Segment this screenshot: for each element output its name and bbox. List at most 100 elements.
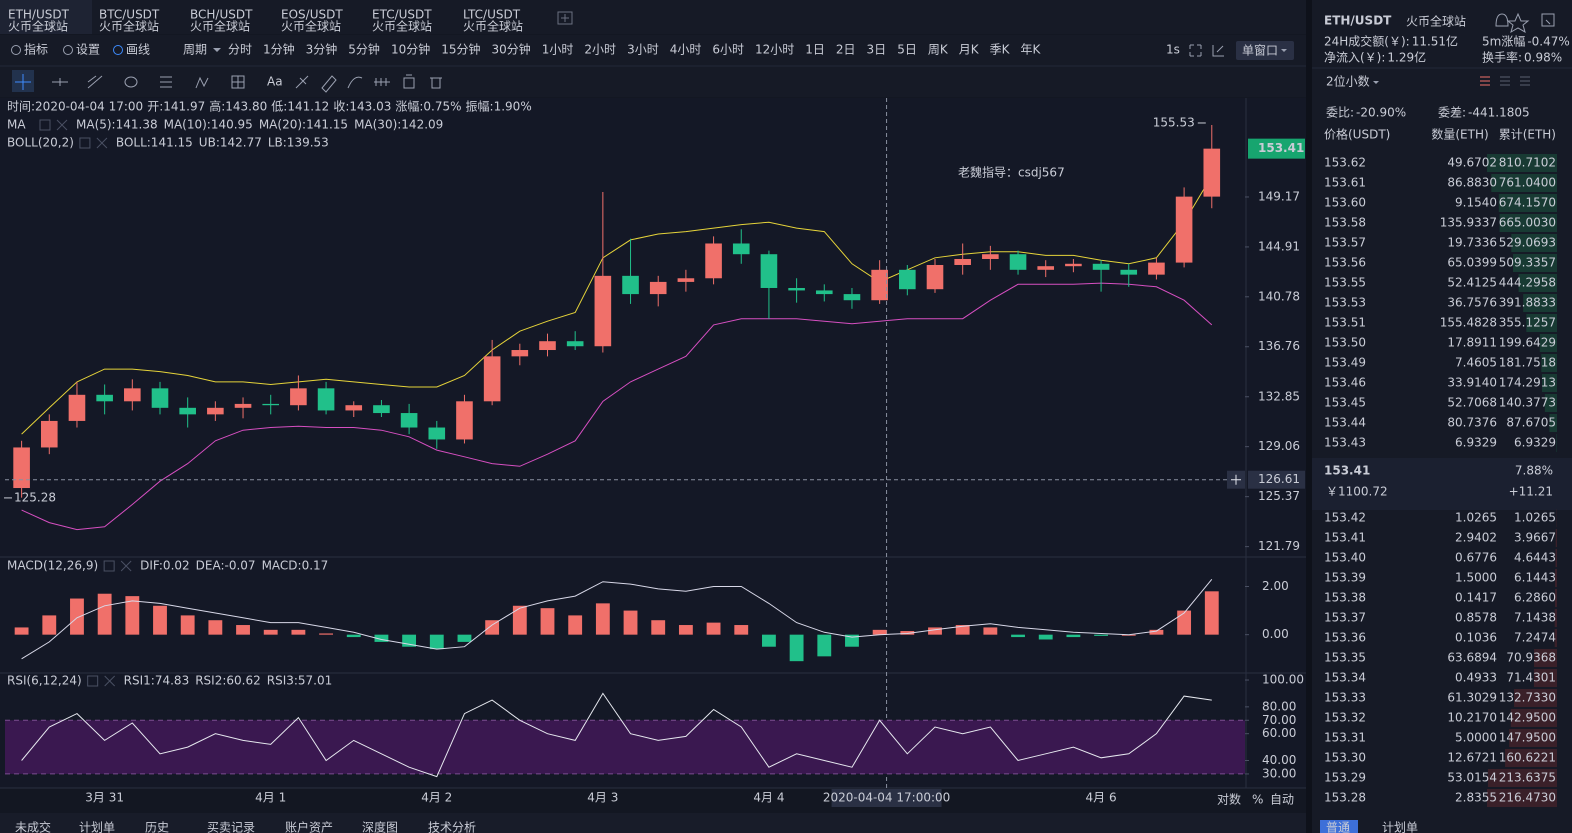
tab-sub[interactable]: 火币全球站 bbox=[372, 19, 432, 34]
drawing-tool[interactable] bbox=[124, 76, 138, 88]
window-button-bg[interactable] bbox=[1236, 41, 1294, 60]
order-total[interactable]: 665.0030 bbox=[1499, 216, 1556, 230]
order-total[interactable]: 71.4301 bbox=[1506, 671, 1556, 685]
order-total[interactable]: 6.2860 bbox=[1514, 591, 1556, 605]
order-amount[interactable]: 2.9402 bbox=[1455, 531, 1497, 545]
order-price[interactable]: 153.40 bbox=[1324, 551, 1366, 565]
bottom-tab[interactable]: 历史 bbox=[145, 821, 169, 833]
legend-settings[interactable] bbox=[79, 137, 91, 149]
period-button[interactable]: 1小时 bbox=[542, 43, 574, 57]
order-total[interactable]: 160.6221 bbox=[1499, 751, 1556, 765]
window-button[interactable]: 单窗口 bbox=[1242, 44, 1278, 58]
order-total[interactable]: 87.6705 bbox=[1506, 416, 1556, 430]
order-total[interactable]: 213.6375 bbox=[1499, 771, 1556, 785]
order-amount[interactable]: 1.0265 bbox=[1455, 511, 1497, 525]
font-tool[interactable]: Aa bbox=[267, 75, 283, 89]
order-tab-active[interactable] bbox=[1320, 820, 1358, 833]
order-total[interactable]: 509.3357 bbox=[1499, 256, 1556, 270]
order-total[interactable]: 7.2474 bbox=[1514, 631, 1556, 645]
popout-icon[interactable] bbox=[1212, 45, 1224, 57]
legend-close[interactable] bbox=[96, 137, 108, 149]
order-amount[interactable]: 135.9337 bbox=[1440, 216, 1497, 230]
fullscreen-icon[interactable] bbox=[1189, 44, 1202, 57]
order-tab[interactable]: 普通 bbox=[1326, 821, 1350, 833]
period-button[interactable]: 3分钟 bbox=[306, 42, 338, 57]
order-price[interactable]: 153.43 bbox=[1324, 436, 1366, 450]
period-button[interactable]: 5分钟 bbox=[348, 42, 380, 57]
drawing-tool[interactable] bbox=[347, 76, 363, 89]
order-total[interactable]: 142.9500 bbox=[1499, 711, 1556, 725]
order-total[interactable]: 70.9368 bbox=[1506, 651, 1556, 665]
order-price[interactable]: 153.44 bbox=[1324, 416, 1366, 430]
order-total[interactable]: 6.9329 bbox=[1514, 436, 1556, 450]
order-amount[interactable]: 6.9329 bbox=[1455, 436, 1497, 450]
tab-name[interactable]: BCH/USDT bbox=[190, 8, 253, 22]
order-total[interactable]: 1.0265 bbox=[1514, 511, 1556, 525]
tab-sub[interactable]: 火币全球站 bbox=[99, 19, 159, 34]
period-button[interactable]: 季K bbox=[990, 43, 1011, 57]
period-button[interactable]: 12小时 bbox=[755, 43, 794, 57]
header-icon[interactable] bbox=[1495, 13, 1509, 27]
period-button[interactable]: 月K bbox=[959, 43, 980, 57]
order-amount[interactable]: 49.6702 bbox=[1447, 156, 1497, 170]
order-amount[interactable]: 17.8911 bbox=[1447, 336, 1497, 350]
order-price[interactable]: 153.61 bbox=[1324, 176, 1366, 190]
order-price[interactable]: 153.31 bbox=[1324, 731, 1366, 745]
tab-name[interactable]: LTC/USDT bbox=[463, 8, 521, 22]
order-total[interactable]: 7.1438 bbox=[1514, 611, 1556, 625]
order-price[interactable]: 153.45 bbox=[1324, 396, 1366, 410]
tool-button[interactable]: 指标 bbox=[24, 42, 48, 57]
order-total[interactable]: 674.1570 bbox=[1499, 196, 1556, 210]
order-total[interactable]: 3.9667 bbox=[1514, 531, 1556, 545]
tab-sub[interactable]: 火币全球站 bbox=[190, 19, 250, 34]
drawing-tool[interactable] bbox=[160, 76, 172, 88]
order-price[interactable]: 153.29 bbox=[1324, 771, 1366, 785]
order-total[interactable]: 355.1257 bbox=[1499, 316, 1556, 330]
header-icon[interactable] bbox=[1541, 13, 1555, 27]
order-amount[interactable]: 0.4933 bbox=[1455, 671, 1497, 685]
order-price[interactable]: 153.33 bbox=[1324, 691, 1366, 705]
order-amount[interactable]: 10.2170 bbox=[1447, 711, 1497, 725]
order-amount[interactable]: 80.7376 bbox=[1447, 416, 1497, 430]
refresh-button[interactable]: 1s bbox=[1166, 43, 1180, 57]
order-amount[interactable]: 155.4828 bbox=[1440, 316, 1497, 330]
order-total[interactable]: 147.9500 bbox=[1499, 731, 1556, 745]
bottom-tab[interactable]: 买卖记录 bbox=[207, 821, 255, 833]
order-amount[interactable]: 65.0399 bbox=[1447, 256, 1497, 270]
order-amount[interactable]: 63.6894 bbox=[1447, 651, 1497, 665]
tool-button[interactable]: 画线 bbox=[126, 43, 150, 57]
order-amount[interactable]: 7.4605 bbox=[1455, 356, 1497, 370]
order-amount[interactable]: 5.0000 bbox=[1455, 731, 1497, 745]
order-amount[interactable]: 0.1417 bbox=[1455, 591, 1497, 605]
order-price[interactable]: 153.36 bbox=[1324, 631, 1366, 645]
legend-close[interactable] bbox=[120, 560, 132, 572]
order-amount[interactable]: 1.5000 bbox=[1455, 571, 1497, 585]
bottom-tab[interactable]: 未成交 bbox=[15, 820, 51, 833]
bottom-tab[interactable]: 技术分析 bbox=[428, 821, 476, 833]
tab-name[interactable]: ETC/USDT bbox=[372, 8, 432, 22]
order-price[interactable]: 153.58 bbox=[1324, 216, 1366, 230]
order-price[interactable]: 153.62 bbox=[1324, 156, 1366, 170]
order-price[interactable]: 153.35 bbox=[1324, 651, 1366, 665]
period-button[interactable]: 年K bbox=[1020, 43, 1041, 57]
order-amount[interactable]: 61.3029 bbox=[1447, 691, 1497, 705]
period-button[interactable]: 分时 bbox=[228, 43, 252, 57]
tab-sub[interactable]: 火币全球站 bbox=[281, 19, 341, 34]
order-amount[interactable]: 12.6721 bbox=[1447, 751, 1497, 765]
order-total[interactable]: 529.0693 bbox=[1499, 236, 1556, 250]
order-price[interactable]: 153.28 bbox=[1324, 791, 1366, 805]
legend-settings[interactable] bbox=[87, 675, 99, 687]
period-button[interactable]: 6小时 bbox=[712, 43, 744, 57]
period-button[interactable]: 30分钟 bbox=[492, 42, 531, 57]
order-amount[interactable]: 2.8355 bbox=[1455, 791, 1497, 805]
order-amount[interactable]: 86.8830 bbox=[1447, 176, 1497, 190]
tab-name[interactable]: ETH/USDT bbox=[8, 8, 70, 22]
add-tab-icon[interactable] bbox=[557, 11, 573, 25]
order-total[interactable]: 391.8833 bbox=[1499, 296, 1556, 310]
period-button[interactable]: 4小时 bbox=[670, 43, 702, 57]
drawing-tool[interactable] bbox=[374, 78, 390, 86]
order-total[interactable]: 4.6443 bbox=[1514, 551, 1556, 565]
tab-name[interactable]: BTC/USDT bbox=[99, 8, 160, 22]
order-amount[interactable]: 33.9140 bbox=[1447, 376, 1497, 390]
order-price[interactable]: 153.56 bbox=[1324, 256, 1366, 270]
